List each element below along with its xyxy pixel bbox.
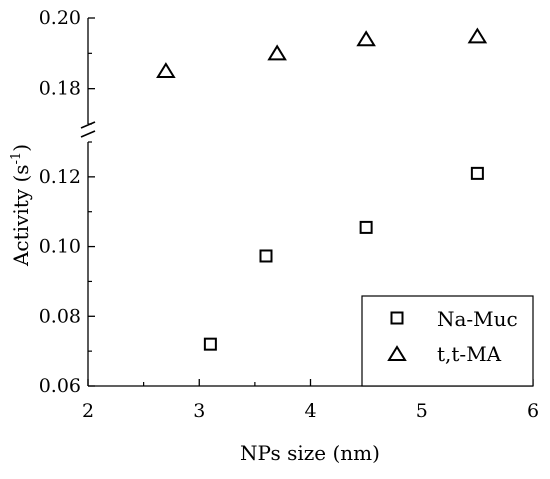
y-axis-title-main: Activity (s	[9, 164, 33, 267]
y-tick-label: 0.12	[39, 166, 81, 188]
x-tick-label: 4	[304, 400, 316, 422]
axis-break-mark-top	[80, 121, 96, 129]
point-t-t-ma	[267, 44, 287, 61]
x-tick-label: 2	[82, 400, 94, 422]
legend-box	[361, 295, 534, 387]
data-markers	[156, 27, 488, 351]
x-tick-label: 5	[416, 400, 428, 422]
y-ticks	[88, 17, 95, 387]
y-tick-label: 0.10	[39, 236, 81, 258]
point-na-muc	[259, 249, 273, 263]
y-tick-label: 0.06	[39, 375, 81, 397]
tick-labels: 2 3 4 5 6 0.06 0.08 0.10 0.12 0.18 0.20	[39, 7, 539, 422]
point-na-muc	[203, 337, 217, 351]
point-na-muc	[359, 220, 373, 234]
legend-label-na-muc: Na-Muc	[437, 307, 518, 331]
x-axis-title: NPs size (nm)	[240, 441, 380, 465]
axis-break-mark-bottom	[80, 130, 96, 138]
x-tick-label: 3	[193, 400, 205, 422]
legend-marker-na-muc	[390, 311, 404, 325]
point-na-muc	[470, 166, 484, 180]
y-tick-label: 0.08	[39, 305, 81, 327]
y-tick-label: 0.18	[39, 78, 81, 100]
legend-marker-t-t-ma	[387, 345, 407, 361]
y-axis-title-superscript: -1	[9, 152, 24, 165]
y-axis-title: Activity (s-1)	[9, 144, 33, 267]
x-tick-label: 6	[527, 400, 539, 422]
point-t-t-ma	[467, 27, 488, 44]
legend-label-t-t-ma: t,t-MA	[437, 342, 502, 366]
point-t-t-ma	[356, 30, 376, 47]
legend: Na-Muc t,t-MA	[361, 295, 534, 387]
point-t-t-ma	[156, 62, 176, 78]
y-axis-title-suffix: )	[9, 144, 33, 152]
y-tick-label: 0.20	[39, 7, 81, 29]
